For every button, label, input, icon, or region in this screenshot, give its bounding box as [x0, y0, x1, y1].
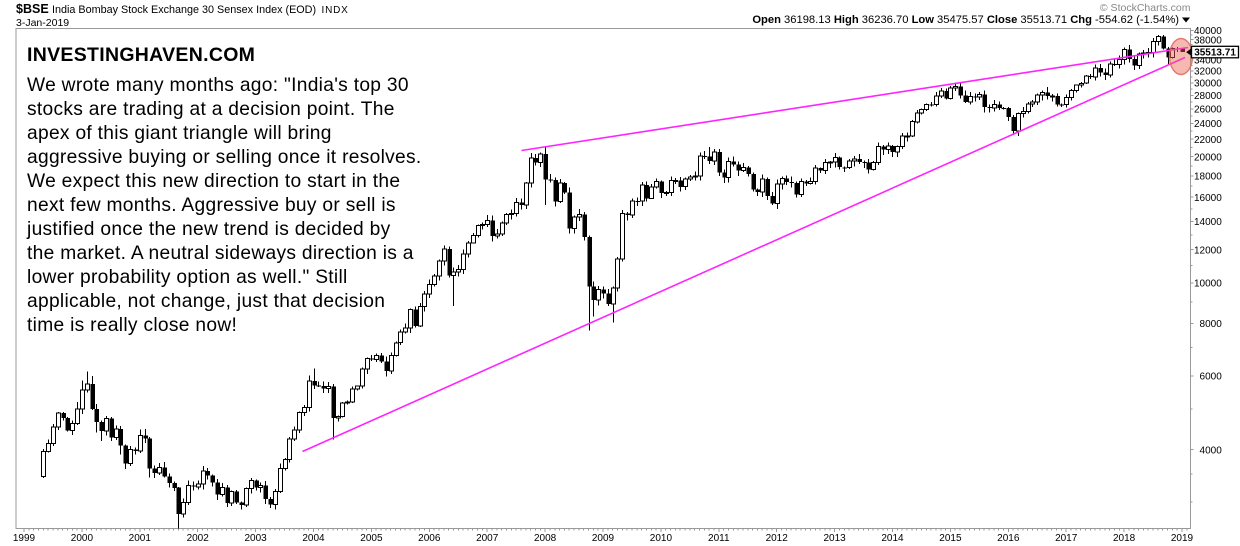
svg-text:We wrote many months ago: "Ind: We wrote many months ago: "India's top 3… [27, 75, 409, 96]
svg-text:1999: 1999 [13, 533, 36, 544]
svg-text:2012: 2012 [766, 533, 789, 544]
svg-text:2008: 2008 [534, 533, 557, 544]
svg-text:38000: 38000 [1194, 35, 1222, 46]
svg-text:16000: 16000 [1194, 193, 1222, 204]
svg-text:6000: 6000 [1200, 372, 1223, 383]
svg-text:12000: 12000 [1194, 245, 1222, 256]
svg-text:2009: 2009 [592, 533, 615, 544]
svg-text:22000: 22000 [1194, 135, 1222, 146]
svg-text:2014: 2014 [881, 533, 904, 544]
svg-text:2007: 2007 [476, 533, 499, 544]
svg-text:© StockCharts.com: © StockCharts.com [1100, 2, 1191, 14]
svg-text:14000: 14000 [1194, 217, 1222, 228]
svg-text:24000: 24000 [1194, 119, 1222, 130]
svg-text:30000: 30000 [1194, 79, 1222, 90]
svg-text:2002: 2002 [187, 533, 210, 544]
svg-text:justified once the new trend i: justified once the new trend is decided … [26, 219, 391, 240]
svg-text:2001: 2001 [129, 533, 152, 544]
svg-text:2015: 2015 [939, 533, 962, 544]
svg-text:2017: 2017 [1055, 533, 1078, 544]
svg-text:time is really close now!: time is really close now! [27, 315, 237, 336]
svg-text:India Bombay Stock Exchange 30: India Bombay Stock Exchange 30 Sensex In… [52, 4, 316, 16]
svg-text:stocks are trading at a decisi: stocks are trading at a decision point. … [27, 99, 395, 120]
svg-text:18000: 18000 [1194, 172, 1222, 183]
svg-text:4000: 4000 [1200, 445, 1223, 456]
svg-text:32000: 32000 [1194, 67, 1222, 78]
svg-text:2013: 2013 [823, 533, 846, 544]
svg-text:40000: 40000 [1194, 26, 1222, 37]
svg-text:2006: 2006 [418, 533, 441, 544]
svg-text:$BSE: $BSE [16, 2, 49, 16]
svg-text:2019: 2019 [1171, 533, 1194, 544]
svg-text:35513.71: 35513.71 [1194, 48, 1236, 59]
svg-text:2000: 2000 [71, 533, 94, 544]
svg-text:3-Jan-2019: 3-Jan-2019 [16, 17, 69, 29]
svg-text:26000: 26000 [1194, 105, 1222, 116]
svg-text:We expect this new direction t: We expect this new direction to start in… [27, 171, 400, 192]
svg-text:lower probability option as we: lower probability option as well." Still [27, 267, 348, 288]
svg-text:2004: 2004 [302, 533, 325, 544]
svg-text:INVESTINGHAVEN.COM: INVESTINGHAVEN.COM [27, 44, 255, 66]
svg-text:applicable, not change, just t: applicable, not change, just that decisi… [27, 291, 385, 312]
svg-text:8000: 8000 [1200, 319, 1223, 330]
svg-text:2010: 2010 [650, 533, 673, 544]
svg-text:next few months. Aggressive bu: next few months. Aggressive buy or sell … [27, 195, 396, 216]
svg-text:apex of this giant triangle wi: apex of this giant triangle will bring [27, 123, 332, 144]
svg-text:Open 36198.13 High 36236.70: Open 36198.13 High 36236.70 Low 35475.57… [752, 14, 1179, 26]
svg-text:2003: 2003 [244, 533, 267, 544]
svg-text:34000: 34000 [1194, 56, 1222, 67]
svg-text:10000: 10000 [1194, 279, 1222, 290]
svg-text:2011: 2011 [708, 533, 730, 544]
svg-text:2016: 2016 [997, 533, 1020, 544]
svg-text:INDX: INDX [322, 5, 349, 16]
svg-text:20000: 20000 [1194, 152, 1222, 163]
svg-text:the market. A neutral sideways: the market. A neutral sideways direction… [27, 243, 414, 264]
svg-text:2018: 2018 [1113, 533, 1136, 544]
svg-text:aggressive buying or selling o: aggressive buying or selling once it res… [27, 147, 422, 168]
svg-text:28000: 28000 [1194, 91, 1222, 102]
svg-text:2005: 2005 [360, 533, 383, 544]
